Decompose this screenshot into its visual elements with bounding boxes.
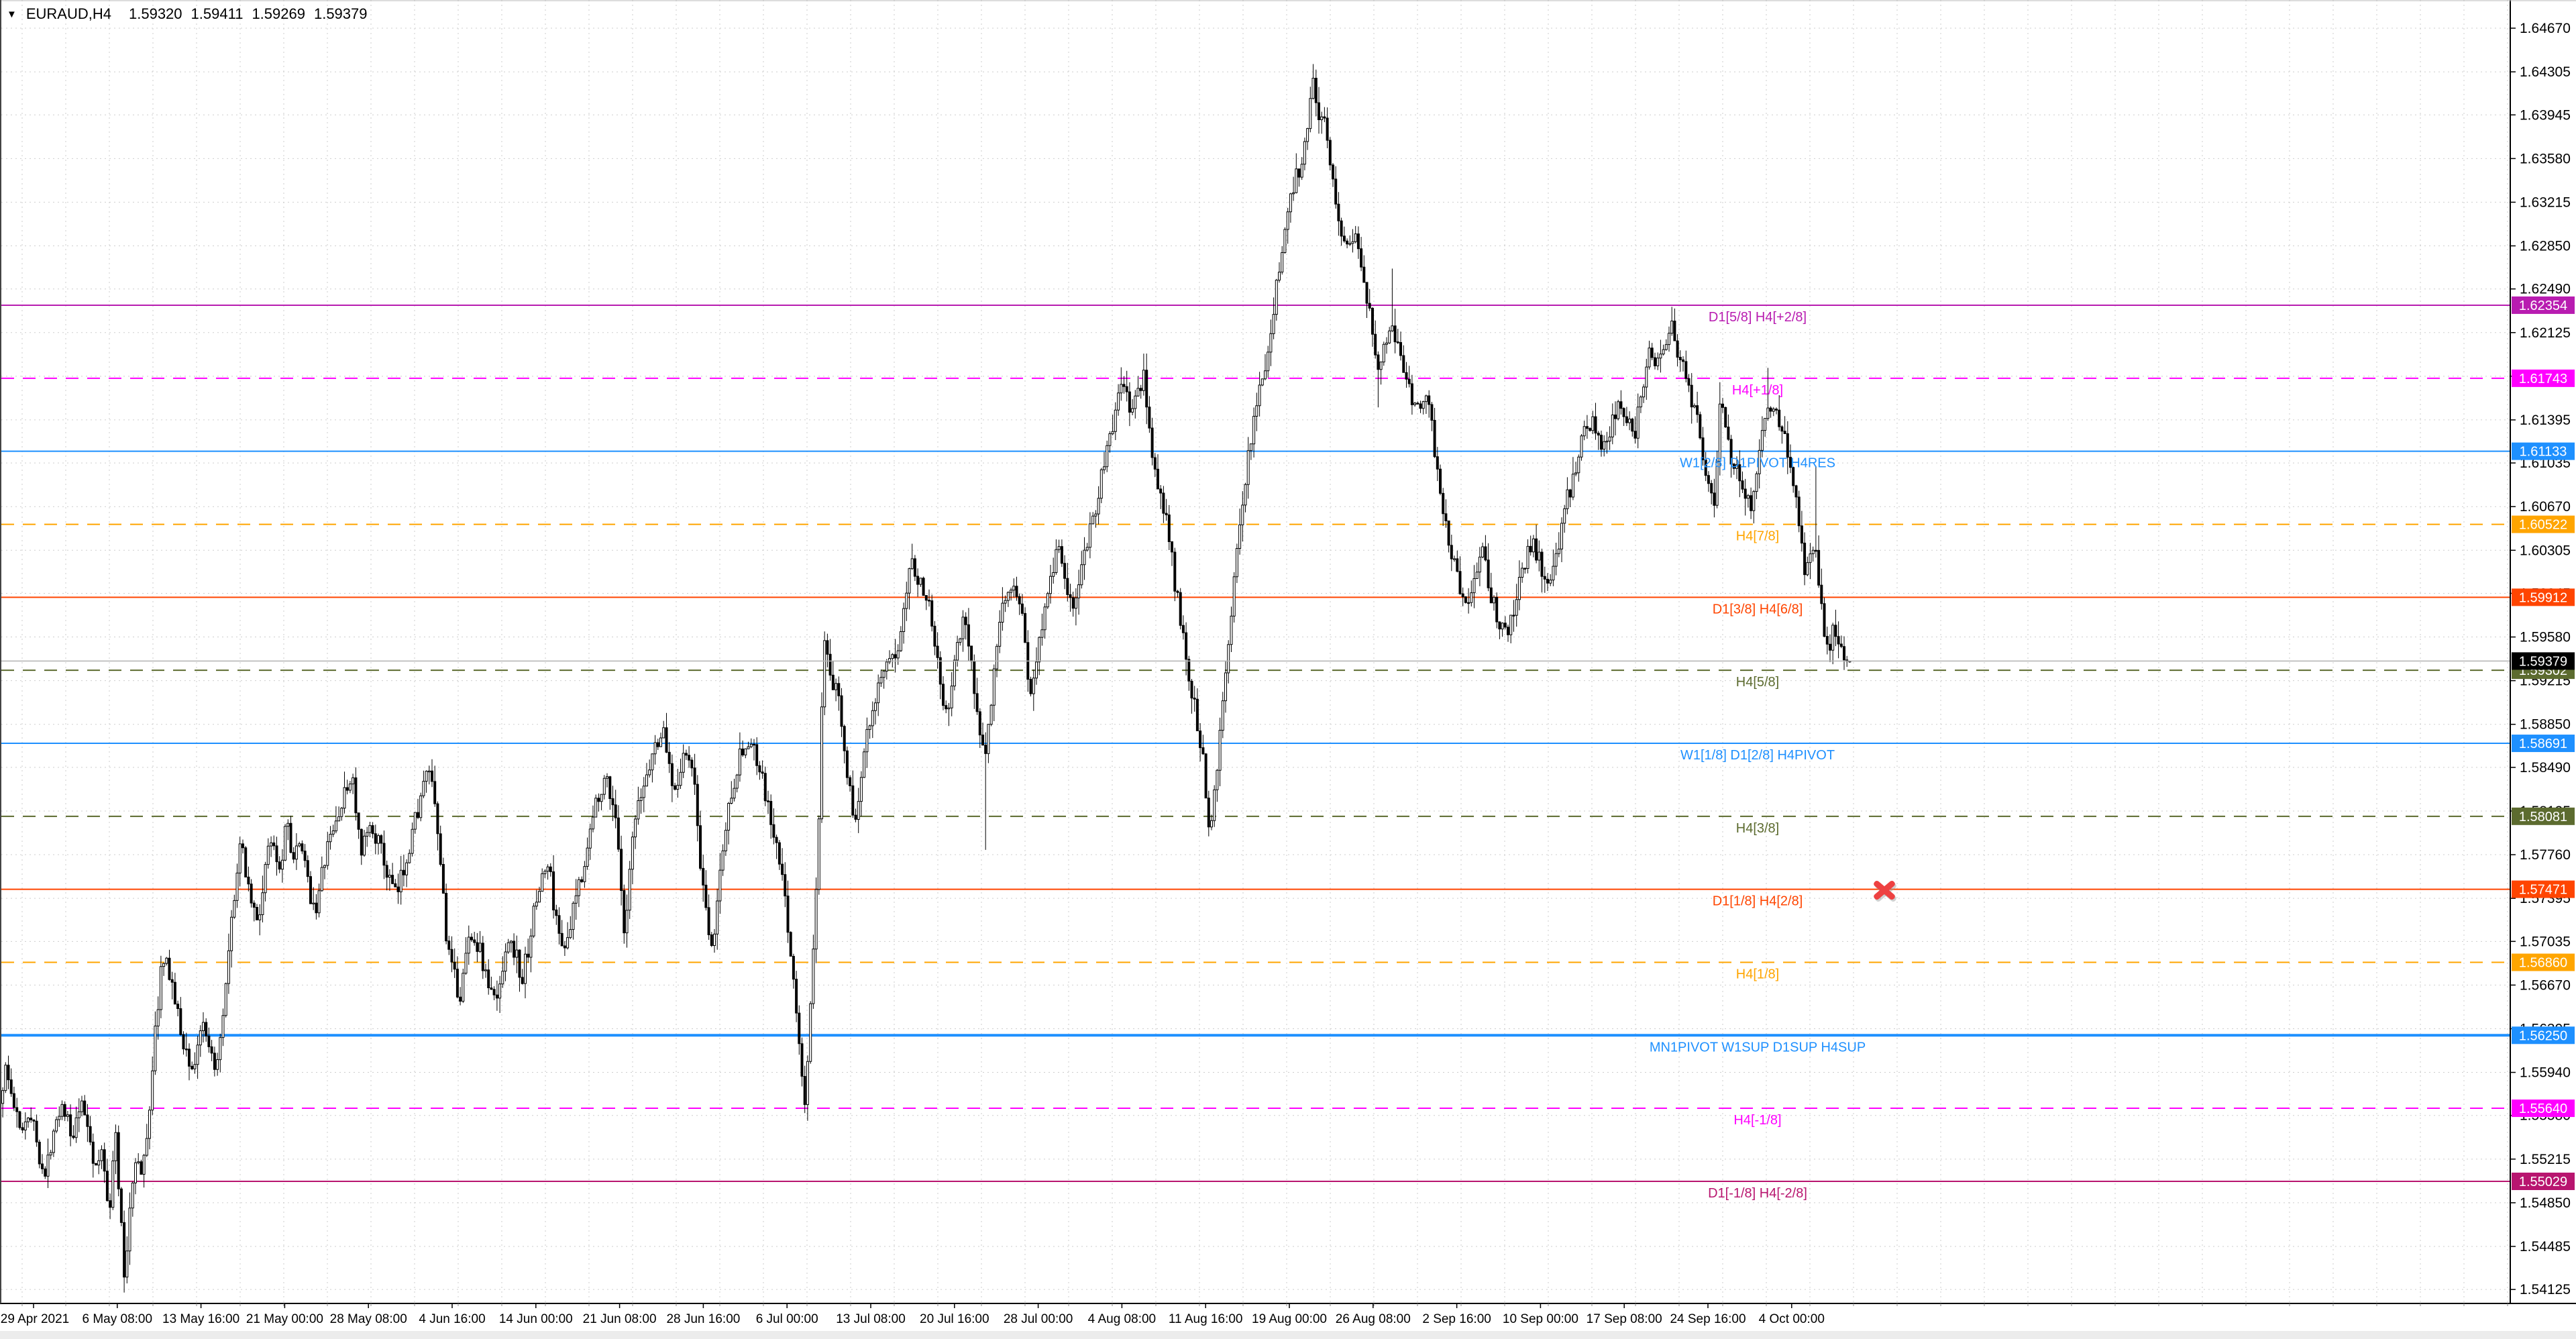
level-price-badge: 1.56250 [2519,1028,2567,1043]
price-tick-label: 1.62490 [2520,282,2571,297]
price-tick-label: 1.57035 [2520,934,2571,949]
level-label: D1[-1/8] H4[-2/8] [1708,1186,1807,1201]
price-tick-label: 1.55940 [2520,1065,2571,1081]
quote-header: ▼ EURAUD,H4 1.59320 1.59411 1.59269 1.59… [7,5,376,23]
price-tick-label: 1.59580 [2520,630,2571,645]
level-label: W1[2/8] D1PIVOT H4RES [1680,456,1835,471]
level-label: MN1PIVOT W1SUP D1SUP H4SUP [1650,1040,1866,1055]
price-tick-label: 1.64305 [2520,64,2571,80]
grid [1,0,2510,1303]
time-tick-label: 11 Aug 16:00 [1169,1312,1243,1326]
level-price-badge: 1.57471 [2519,883,2567,898]
time-tick-label: 20 Jul 16:00 [920,1312,989,1326]
level-label: H4[-1/8] [1733,1113,1781,1128]
price-tick-label: 1.54850 [2520,1195,2571,1211]
quote-high: 1.59411 [191,5,244,22]
level-price-badge: 1.55640 [2519,1102,2567,1116]
time-tick-label: 29 Apr 2021 [1,1312,69,1326]
price-tick-label: 1.62850 [2520,239,2571,254]
price-tick-label: 1.54485 [2520,1239,2571,1254]
time-tick-label: 14 Jun 00:00 [499,1312,573,1326]
time-tick-label: 10 Sep 00:00 [1503,1312,1578,1326]
price-tick-label: 1.64670 [2520,21,2571,36]
time-tick-label: 24 Sep 16:00 [1670,1312,1746,1326]
quote-low: 1.59269 [252,5,305,22]
time-tick-label: 28 May 08:00 [330,1312,407,1326]
level-label: W1[1/8] D1[2/8] H4PIVOT [1680,748,1835,763]
level-label: H4[3/8] [1736,821,1779,836]
time-tick-label: 21 May 00:00 [246,1312,323,1326]
time-tick-label: 6 May 08:00 [83,1312,153,1326]
level-labels: D1[5/8] H4[+2/8] H4[+1/8] W1[2/8] D1PIVOT … [1650,310,1866,1201]
price-tick-label: 1.61395 [2520,413,2571,428]
time-axis[interactable]: 29 Apr 2021 6 May 08:00 13 May 16:00 21 May… [1,1303,2508,1326]
time-tick-label: 4 Aug 08:00 [1088,1312,1156,1326]
level-price-badge: 1.62354 [2519,299,2567,313]
window-bottom-strip [0,1331,2576,1339]
price-tick-label: 1.58490 [2520,760,2571,775]
time-tick-label: 21 Jun 08:00 [583,1312,657,1326]
time-tick-label: 19 Aug 00:00 [1252,1312,1327,1326]
time-tick-label: 2 Sep 16:00 [1422,1312,1491,1326]
level-price-badge: 1.58081 [2519,810,2567,824]
price-tick-label: 1.58850 [2520,717,2571,733]
time-tick-label: 4 Oct 00:00 [1759,1312,1825,1326]
price-tick-label: 1.55215 [2520,1152,2571,1167]
support-resistance-lines[interactable] [1,304,2510,1182]
level-label: D1[1/8] H4[2/8] [1713,894,1803,909]
level-label: H4[7/8] [1736,529,1779,544]
time-tick-label: 17 Sep 08:00 [1587,1312,1662,1326]
time-tick-label: 4 Jun 16:00 [419,1312,485,1326]
red-x-marker[interactable] [1873,879,1898,902]
level-label: H4[+1/8] [1732,383,1783,398]
level-price-badge: 1.59912 [2519,590,2567,605]
level-price-badge: 1.56860 [2519,956,2567,971]
price-tick-label: 1.63215 [2520,195,2571,210]
price-tick-label: 1.60305 [2520,543,2571,558]
price-tick-label: 1.56670 [2520,977,2571,993]
quote-close: 1.59379 [313,5,368,22]
level-price-badge: 1.58691 [2519,737,2567,751]
price-tick-label: 1.60670 [2520,499,2571,515]
level-label: H4[1/8] [1736,967,1779,982]
price-tick-label: 1.54125 [2520,1282,2571,1297]
price-tick-label: 1.63945 [2520,107,2571,123]
symbol-timeframe-label: EURAUD,H4 [25,5,111,22]
price-axis-badges: 1.62354 1.61743 1.61133 1.60522 1.59912 1.593… [2512,296,2575,1190]
time-tick-label: 26 Aug 08:00 [1336,1312,1411,1326]
price-tick-label: 1.57760 [2520,847,2571,863]
time-tick-label: 6 Jul 00:00 [756,1312,818,1326]
level-label: D1[5/8] H4[+2/8] [1709,310,1807,325]
price-tick-label: 1.62125 [2520,325,2571,341]
level-price-badge: 1.60522 [2519,518,2567,533]
level-price-badge: 1.55029 [2519,1175,2567,1189]
level-label: H4[5/8] [1736,675,1779,690]
price-tick-label: 1.63580 [2520,151,2571,166]
time-tick-label: 13 May 16:00 [162,1312,239,1326]
symbol-dropdown-icon[interactable]: ▼ [7,8,17,20]
time-tick-label: 28 Jul 00:00 [1004,1312,1073,1326]
time-tick-label: 28 Jun 16:00 [666,1312,740,1326]
time-tick-label: 13 Jul 08:00 [836,1312,906,1326]
level-price-badge: 1.61743 [2519,372,2567,386]
level-label: D1[3/8] H4[6/8] [1713,602,1803,617]
level-price-badge: 1.61133 [2520,445,2567,460]
quote-open: 1.59320 [129,5,182,22]
level-price-badge: 1.59379 [2519,654,2567,669]
